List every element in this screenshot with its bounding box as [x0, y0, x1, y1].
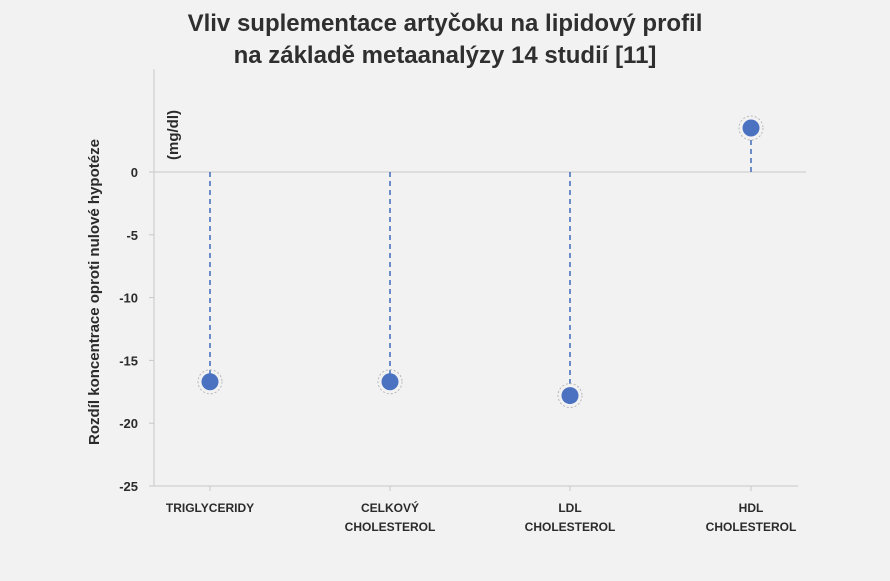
y-tick-label: -5	[126, 228, 138, 243]
chart-title-line-1: Vliv suplementace artyčoku na lipidový p…	[187, 10, 703, 37]
x-tick-label: CHOLESTEROL	[525, 520, 616, 534]
chart-title-line-2: na základě metaanalýzy 14 studií [11]	[233, 42, 657, 69]
x-tick-label: HDL	[739, 501, 764, 515]
y-tick-label: -10	[119, 291, 138, 306]
data-point	[742, 119, 760, 137]
y-tick-label: -20	[119, 416, 138, 431]
data-point-halo	[557, 383, 583, 409]
y-tick-label: -15	[119, 353, 138, 368]
chart-title: Vliv suplementace artyčoku na lipidový p…	[0, 8, 890, 72]
data-point	[201, 373, 219, 391]
y-tick-label: 0	[131, 165, 138, 180]
x-tick-label: CHOLESTEROL	[706, 520, 797, 534]
y-axis-unit: (mg/dl)	[165, 110, 182, 160]
x-tick-label: CELKOVÝ	[361, 500, 419, 515]
data-point-halo	[377, 369, 403, 395]
data-point-halo	[738, 115, 764, 141]
x-tick-label: LDL	[558, 501, 581, 515]
x-tick-label: CHOLESTEROL	[345, 520, 436, 534]
data-point	[561, 387, 579, 405]
y-tick-label: -25	[119, 479, 138, 494]
data-point	[381, 373, 399, 391]
y-axis-title: Rozdíl koncentrace oproti nulové hypotéz…	[86, 139, 103, 445]
x-tick-label: TRIGLYCERIDY	[166, 501, 254, 515]
data-point-halo	[197, 369, 223, 395]
